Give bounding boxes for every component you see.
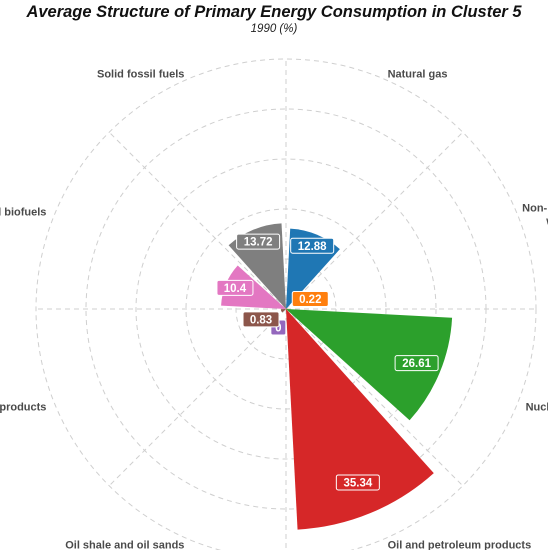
grid-ring xyxy=(135,158,437,460)
bar-oil-and-petroleum-products xyxy=(286,309,434,530)
value-label-box xyxy=(394,355,439,372)
grid-spoke xyxy=(108,308,287,487)
category-labels-group: Natural gas Non-renewablewaste Nuclear hea… xyxy=(0,68,548,550)
value-label-box xyxy=(290,237,335,254)
category-label-oil-and-petroleum-products: Oil and petroleum products xyxy=(388,540,532,550)
chart-title: Average Structure of Primary Energy Cons… xyxy=(26,3,522,21)
bar-renewables-and-biofuels xyxy=(221,265,286,309)
value-label-text: 26.61 xyxy=(402,358,431,370)
category-label-renewables-and-biofuels: Renewables and biofuels xyxy=(0,206,46,218)
bar-non-renewable-waste xyxy=(286,308,288,309)
polar-grid xyxy=(35,58,537,550)
value-label-non-renewable-waste: 0.22 xyxy=(291,290,329,307)
value-label-renewables-and-biofuels: 10.4 xyxy=(216,279,254,296)
value-label-box xyxy=(335,474,380,491)
bar-nuclear-heat xyxy=(286,309,453,421)
grid-ring xyxy=(35,58,537,550)
category-label-oil-shale-and-oil-sands: Oil shale and oil sands xyxy=(65,540,184,550)
value-label-solid-fossil-fuels: 13.72 xyxy=(236,233,281,250)
value-label-box xyxy=(242,311,280,328)
value-label-text: 0.22 xyxy=(299,294,321,306)
category-label-solid-fossil-fuels: Solid fossil fuels xyxy=(97,68,184,80)
value-label-peat-and-peat-products: 0.83 xyxy=(242,311,280,328)
grid-spoke xyxy=(285,308,464,487)
value-label-text: 12.88 xyxy=(298,241,327,253)
value-label-box xyxy=(236,233,281,250)
value-label-text: 0 xyxy=(275,322,281,334)
category-label-non-renewable-waste: Non-renewablewaste xyxy=(522,202,548,227)
value-labels-group: 12.88 0.22 26.61 35.34 00.83 10.4 13.72 xyxy=(216,233,439,491)
grid-spoke xyxy=(108,131,287,310)
value-label-box xyxy=(216,279,254,296)
chart-subtitle: 1990 (%) xyxy=(250,23,298,35)
category-label-peat-and-peat-products: Peat and peat products xyxy=(0,402,46,414)
value-label-nuclear-heat: 26.61 xyxy=(394,355,439,372)
bar-peat-and-peat-products xyxy=(280,309,286,313)
value-label-text: 35.34 xyxy=(343,477,372,489)
category-label-nuclear-heat: Nuclear heat xyxy=(526,402,548,414)
value-label-text: 0.83 xyxy=(250,314,272,326)
value-label-text: 10.4 xyxy=(224,283,247,295)
value-label-natural-gas: 12.88 xyxy=(290,237,335,254)
value-label-box xyxy=(291,290,329,307)
value-label-oil-and-petroleum-products: 35.34 xyxy=(335,474,380,491)
category-label-natural-gas: Natural gas xyxy=(388,68,448,80)
grid-spoke xyxy=(285,131,464,310)
value-label-text: 13.72 xyxy=(244,237,273,249)
